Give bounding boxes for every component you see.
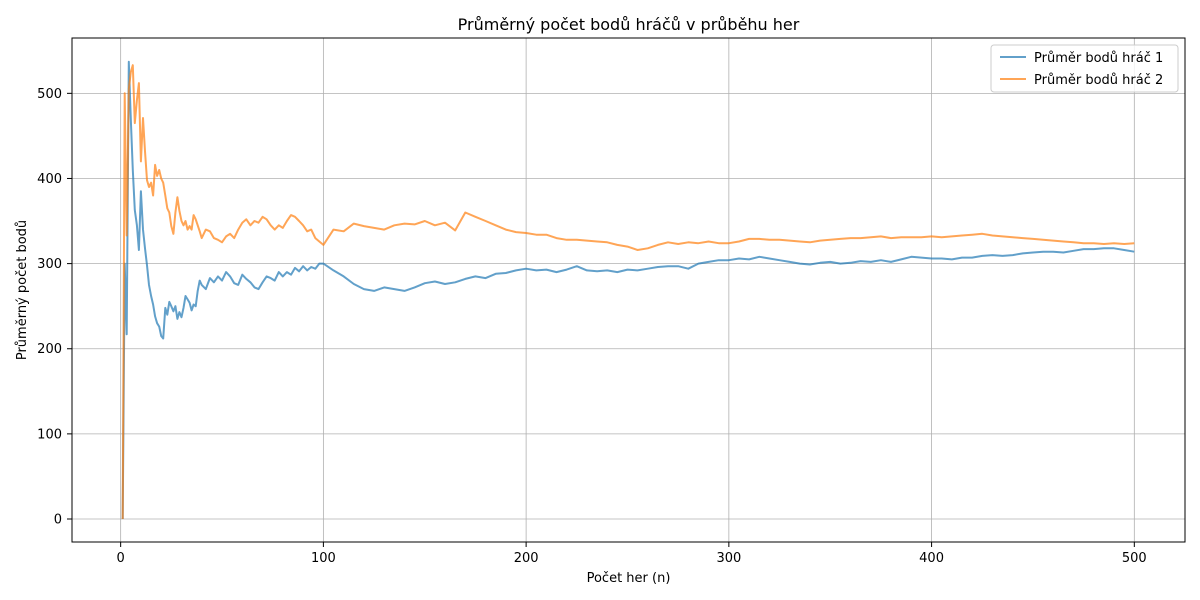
x-tick-label: 200 xyxy=(514,551,539,566)
x-tick-label: 400 xyxy=(919,551,944,566)
series-line-player-1 xyxy=(121,60,1135,520)
x-axis: 0 100 200 300 400 500 xyxy=(117,542,1147,566)
legend-entry-player-2: Průměr bodů hráč 2 xyxy=(1034,73,1163,88)
legend-entry-player-1: Průměr bodů hráč 1 xyxy=(1034,51,1163,66)
plot-frame xyxy=(71,37,1186,543)
y-tick-label: 500 xyxy=(37,87,62,102)
x-tick-label: 0 xyxy=(117,551,125,566)
x-axis-label: Počet her (n) xyxy=(587,571,671,586)
y-tick-label: 300 xyxy=(37,257,62,272)
legend: Průměr bodů hráč 1 Průměr bodů hráč 2 xyxy=(990,44,1179,93)
y-tick-label: 0 xyxy=(54,513,62,528)
x-tick-label: 500 xyxy=(1122,551,1147,566)
legend-box xyxy=(990,44,1179,93)
y-tick-label: 100 xyxy=(37,427,62,442)
x-tick-label: 100 xyxy=(311,551,336,566)
grid-lines xyxy=(72,38,1185,542)
y-axis-label: Průměrný počet bodů xyxy=(15,220,30,360)
y-axis: 0 100 200 300 400 500 xyxy=(37,87,72,528)
y-tick-label: 400 xyxy=(37,172,62,187)
chart-title: Průměrný počet bodů hráčů v průběhu her xyxy=(458,15,800,34)
series-line-player-2 xyxy=(121,64,1135,520)
x-tick-label: 300 xyxy=(716,551,741,566)
series-layer xyxy=(121,60,1135,520)
y-tick-label: 200 xyxy=(37,342,62,357)
